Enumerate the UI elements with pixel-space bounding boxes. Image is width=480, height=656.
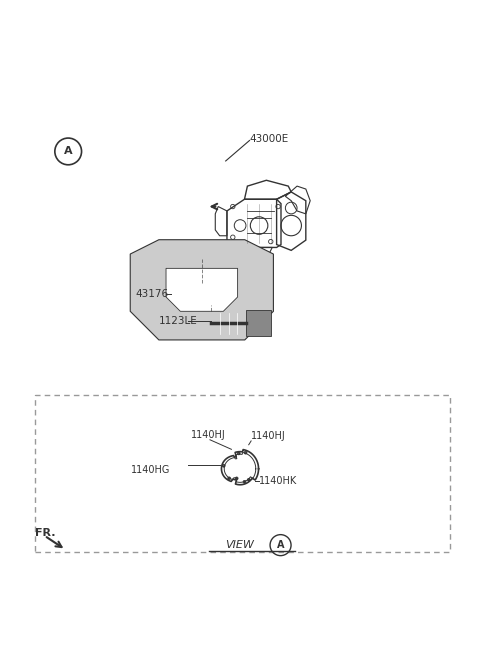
Text: 43000E: 43000E bbox=[250, 134, 289, 144]
Text: A: A bbox=[64, 146, 72, 156]
Text: 1140HK: 1140HK bbox=[259, 476, 298, 486]
Text: FR.: FR. bbox=[35, 528, 55, 538]
Text: 1140HJ: 1140HJ bbox=[251, 431, 286, 441]
Polygon shape bbox=[130, 239, 274, 340]
Polygon shape bbox=[246, 310, 272, 336]
Text: 1140HJ: 1140HJ bbox=[191, 430, 226, 440]
Text: 1140HG: 1140HG bbox=[131, 465, 170, 475]
Text: VIEW: VIEW bbox=[226, 540, 254, 550]
Text: A: A bbox=[277, 540, 284, 550]
Text: 1123LE: 1123LE bbox=[159, 316, 198, 326]
Polygon shape bbox=[166, 268, 238, 312]
Text: 43176: 43176 bbox=[135, 289, 168, 298]
